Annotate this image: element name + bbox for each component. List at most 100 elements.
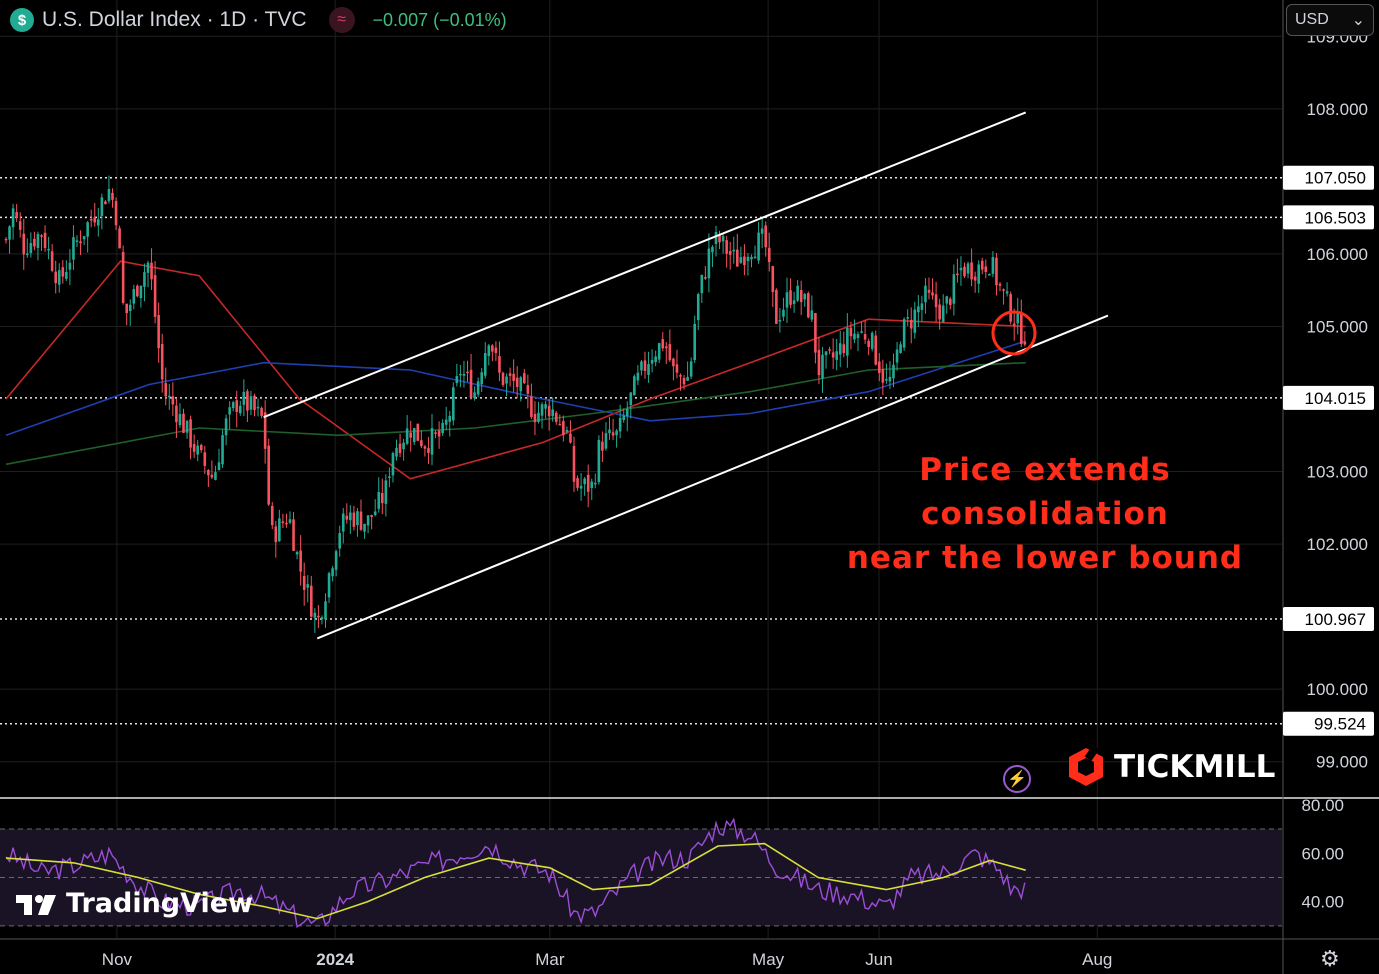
candle-body: [281, 521, 285, 524]
candle-body: [874, 335, 878, 365]
candle-body: [615, 430, 618, 436]
candle-body: [657, 343, 661, 360]
candle-body: [11, 208, 15, 228]
candle-body: [97, 219, 100, 226]
candle-body: [807, 293, 810, 318]
candle-body: [633, 376, 636, 396]
candle-body: [295, 551, 299, 555]
settings-gear-icon[interactable]: ⚙: [1320, 946, 1340, 971]
candle-body: [132, 289, 136, 304]
candle-body: [700, 274, 704, 294]
annotation-line-1: Price extends consolidation: [919, 452, 1171, 532]
candle-body: [562, 421, 565, 436]
candle-body: [661, 339, 665, 349]
candle-body: [817, 349, 821, 376]
candle-body: [253, 395, 256, 411]
candle-body: [150, 262, 153, 280]
candle-body: [168, 395, 171, 398]
candle-body: [565, 429, 569, 432]
candle-body: [792, 300, 796, 305]
candle-body: [885, 379, 888, 381]
candle-body: [334, 551, 338, 570]
candle-body: [824, 351, 828, 356]
candle-body: [366, 515, 370, 526]
candle-body: [313, 612, 317, 618]
candle-body: [654, 356, 657, 363]
candle-body: [579, 485, 583, 489]
broker-name: TICKMILL: [1114, 749, 1276, 785]
candle-body: [838, 343, 842, 355]
candle-body: [537, 412, 540, 422]
dollar-icon[interactable]: $: [10, 8, 34, 32]
candle-body: [856, 334, 860, 338]
candle-body: [995, 257, 998, 286]
candle-body: [54, 271, 57, 284]
candle-body: [143, 272, 146, 287]
candle-body: [65, 271, 68, 279]
rsi-line: [5, 817, 1026, 928]
candle-body: [618, 417, 622, 432]
candle-body: [672, 358, 675, 367]
candle-body: [278, 518, 281, 542]
candle-body: [235, 400, 239, 412]
candlesticks: [4, 175, 1027, 633]
candle-body: [704, 277, 707, 279]
candle-body: [480, 372, 483, 385]
candle-body: [849, 327, 853, 337]
candle-body: [796, 285, 799, 301]
y-tick-label: 108.000: [1307, 100, 1368, 119]
price-level-label: 99.524: [1314, 715, 1366, 734]
horizontal-levels: [0, 176, 1282, 725]
candle-body: [970, 262, 973, 280]
candle-body: [370, 515, 373, 517]
y-tick-label: 99.000: [1316, 753, 1368, 772]
candle-body: [487, 345, 491, 357]
candle-body: [835, 351, 838, 360]
symbol-title[interactable]: U.S. Dollar Index · 1D · TVC: [42, 8, 307, 31]
candle-body: [736, 249, 739, 267]
candle-body: [913, 309, 917, 333]
x-tick-label: May: [752, 950, 785, 969]
candle-body: [810, 310, 814, 320]
candle-body: [203, 452, 207, 466]
candle-body: [991, 256, 995, 274]
candle-body: [647, 364, 650, 375]
x-tick-label: Aug: [1082, 950, 1112, 969]
lightning-icon[interactable]: ⚡: [1003, 765, 1031, 793]
candle-body: [601, 441, 604, 451]
candle-body: [441, 422, 444, 434]
candle-body: [547, 405, 551, 417]
y-tick-label: 105.000: [1307, 317, 1368, 336]
candle-body: [448, 415, 452, 422]
candle-body: [526, 385, 530, 394]
channel-upper-line: [263, 111, 1027, 419]
candle-body: [459, 373, 462, 376]
candle-body: [416, 423, 420, 441]
candle-body: [260, 407, 263, 416]
candle-body: [409, 432, 412, 438]
candle-body: [26, 253, 29, 256]
candle-body: [79, 241, 82, 244]
price-level-label: 107.050: [1305, 169, 1366, 188]
candle-body: [977, 264, 980, 284]
candle-body: [178, 413, 182, 426]
candle-body: [625, 408, 629, 417]
candle-body: [384, 480, 388, 504]
candle-body: [267, 445, 270, 505]
candle-body: [636, 372, 640, 381]
candle-body: [171, 396, 175, 405]
candle-body: [1009, 293, 1012, 322]
candle-body: [828, 349, 831, 351]
currency-select[interactable]: USD ⌄: [1286, 4, 1374, 36]
candle-body: [785, 292, 789, 308]
candle-body: [182, 413, 185, 433]
chart-grid: [0, 0, 1282, 938]
candle-body: [75, 240, 79, 242]
indicator-icon[interactable]: ≈: [328, 7, 355, 33]
candle-body: [569, 433, 572, 443]
candle-body: [728, 250, 732, 255]
candle-body: [128, 304, 132, 312]
candle-body: [878, 361, 881, 373]
candle-body: [18, 221, 22, 230]
